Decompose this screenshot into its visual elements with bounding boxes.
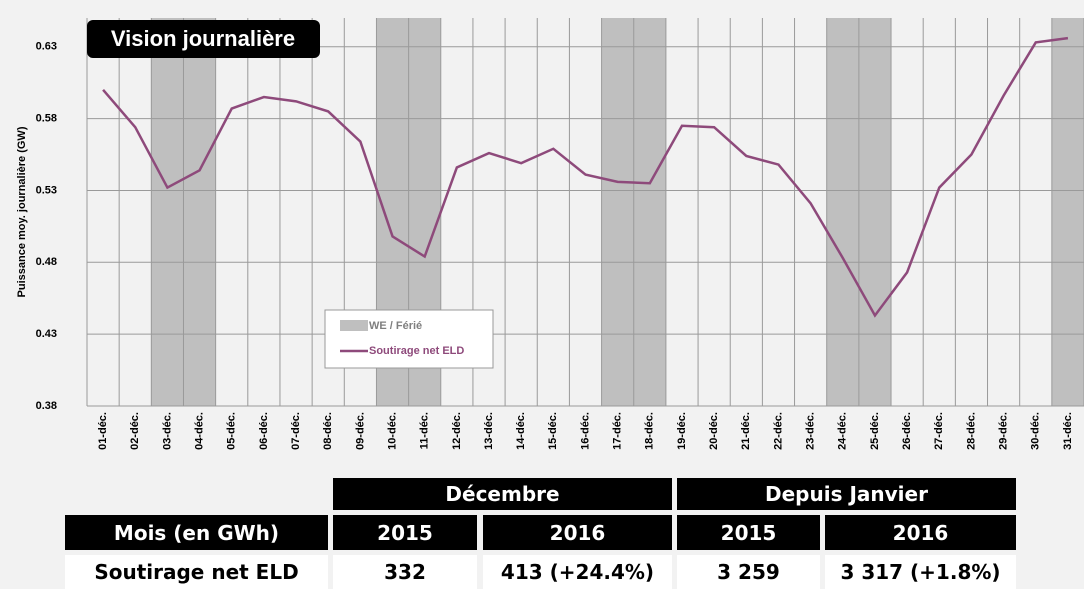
weekend-band (633, 18, 666, 406)
group-header: Décembre (333, 478, 672, 510)
weekend-band (826, 18, 859, 406)
group-header: Depuis Janvier (677, 478, 1016, 510)
y-tick-label: 0.48 (36, 256, 57, 268)
y-axis-label: Puissance moy. journalière (GW) (16, 126, 28, 297)
header-cell: 2015 (333, 515, 477, 550)
x-tick-label: 30-déc. (1030, 412, 1042, 450)
legend-box (324, 309, 494, 369)
legend-swatch (340, 320, 368, 331)
x-tick-label: 01-déc. (97, 412, 109, 450)
x-tick-label: 24-déc. (837, 412, 849, 450)
chart-title: Vision journalière (111, 26, 295, 51)
x-tick-label: 27-déc. (933, 412, 945, 450)
chart: Puissance moy. journalière (GW) 0.38 0.43… (16, 18, 1084, 450)
x-tick-label: 23-déc. (805, 412, 817, 450)
y-tick-label: 0.38 (36, 400, 57, 412)
x-tick-label: 03-déc. (161, 412, 173, 450)
table-cell: 413 (+24.4%) (483, 555, 672, 589)
x-tick-label: 15-déc. (547, 412, 559, 450)
x-tick-label: 04-déc. (193, 412, 205, 450)
x-tick-label: 19-déc. (676, 412, 688, 450)
x-tick-label: 02-déc. (129, 412, 141, 450)
x-tick-label: 18-déc. (644, 412, 656, 450)
x-tick-label: 12-déc. (451, 412, 463, 450)
weekend-band (183, 18, 216, 406)
legend-label: WE / Férié (369, 320, 422, 332)
x-tick-label: 20-déc. (708, 412, 720, 450)
y-tick-label: 0.63 (36, 41, 57, 53)
table-cell: 3 259 (677, 555, 820, 589)
header-cell: 2015 (677, 515, 820, 550)
table-cell: 3 317 (+1.8%) (825, 555, 1016, 589)
x-tick-label: 21-déc. (740, 412, 752, 450)
x-tick-label: 17-déc. (612, 412, 624, 450)
header-cell: 2016 (825, 515, 1016, 550)
x-tick-label: 08-déc. (322, 412, 334, 450)
legend-label: Soutirage net ELD (369, 345, 464, 357)
x-tick-label: 25-déc. (869, 412, 881, 450)
title-box (87, 20, 320, 58)
y-tick-label: 0.53 (36, 184, 57, 196)
x-tick-label: 11-déc. (419, 412, 431, 449)
x-tick-label: 26-déc. (901, 412, 913, 450)
line-series (102, 36, 1069, 318)
weekend-band (151, 18, 184, 406)
x-tick-label: 31-déc. (1062, 412, 1074, 450)
x-tick-label: 29-déc. (998, 412, 1010, 450)
x-tick-label: 16-déc. (579, 412, 591, 450)
weekend-band (601, 18, 634, 406)
y-tick-label: 0.43 (36, 328, 57, 340)
y-tick-label: 0.58 (36, 112, 57, 124)
x-tick-label: 28-déc. (965, 412, 977, 450)
weekend-band (858, 18, 892, 406)
x-tick-label: 10-déc. (386, 412, 398, 450)
x-tick-label: 05-déc. (226, 412, 238, 450)
header-cell: Mois (en GWh) (65, 515, 328, 550)
x-tick-label: 13-déc. (483, 412, 495, 450)
x-tick-label: 22-déc. (772, 412, 784, 450)
x-tick-label: 09-déc. (354, 412, 366, 450)
x-tick-label: 14-déc. (515, 412, 527, 450)
header-cell: 2016 (483, 515, 672, 550)
x-tick-label: 07-déc. (290, 412, 302, 450)
weekend-band (1051, 18, 1084, 406)
x-tick-label: 06-déc. (258, 412, 270, 450)
row-label: Soutirage net ELD (65, 555, 328, 589)
table-cell: 332 (333, 555, 477, 589)
